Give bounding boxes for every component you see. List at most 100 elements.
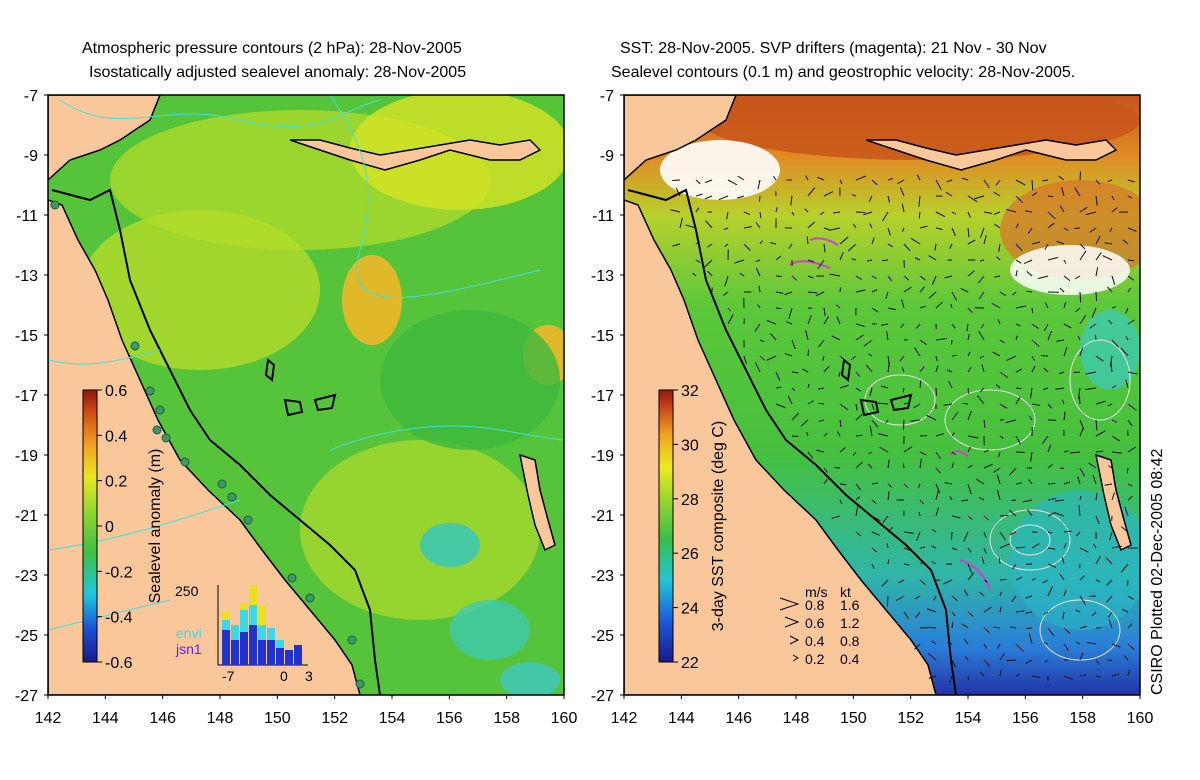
velocity-arrow — [1047, 627, 1055, 637]
velocity-arrow — [836, 316, 841, 325]
velocity-arrow — [672, 243, 681, 247]
left-lon-label: 154 — [379, 710, 406, 727]
left-lon-label: 150 — [264, 710, 291, 727]
velocity-arrow — [983, 419, 986, 428]
velocity-arrow — [997, 451, 1001, 458]
velocity-arrow — [755, 259, 761, 263]
velocity-arrow — [951, 354, 957, 357]
velocity-arrow — [722, 291, 729, 296]
velocity-arrow — [823, 307, 826, 316]
velocity-arrow — [1063, 346, 1068, 357]
velocity-arrow — [1107, 403, 1113, 407]
velocity-arrow — [1107, 465, 1113, 469]
velocity-arrow — [1104, 483, 1113, 486]
velocity-arrow — [999, 435, 1004, 439]
velocity-arrow — [868, 353, 873, 357]
velocity-arrow — [855, 334, 864, 341]
velocity-arrow — [1122, 239, 1129, 245]
velocity-arrow — [996, 474, 1001, 485]
velocity-arrow — [951, 323, 956, 329]
velocity-arrow — [817, 259, 825, 270]
velocity-arrow — [816, 449, 825, 453]
velocity-arrow — [807, 349, 810, 357]
velocity-arrow — [718, 195, 729, 201]
right-title-line1: SST: 28-Nov-2005. SVP drifters (magenta)… — [620, 40, 1047, 57]
velocity-arrow — [871, 515, 881, 522]
velocity-arrow — [887, 243, 893, 248]
velocity-arrow — [1031, 241, 1041, 245]
velocity-arrow — [1127, 595, 1134, 600]
left-lat-label: -23 — [15, 568, 38, 585]
velocity-arrow — [1127, 623, 1133, 629]
velocity-arrow — [1127, 371, 1138, 375]
velocity-arrow — [1047, 563, 1057, 568]
velocity-arrow — [1015, 368, 1023, 373]
velocity-arrow — [1028, 633, 1033, 645]
velocity-arrow — [1111, 385, 1117, 389]
velocity-arrow — [981, 364, 985, 373]
velocity-arrow — [895, 595, 905, 602]
velocity-arrow — [1111, 207, 1118, 213]
velocity-arrow — [855, 371, 861, 378]
velocity-arrow — [1095, 419, 1098, 431]
velocity-arrow — [1058, 175, 1065, 181]
velocity-arrow — [997, 318, 1001, 325]
velocity-arrow — [1041, 435, 1049, 445]
velocity-arrow — [868, 451, 873, 455]
velocity-arrow — [791, 412, 800, 421]
velocity-arrow — [914, 347, 921, 357]
velocity-arrow — [786, 321, 793, 325]
velocity-arrow — [1127, 227, 1137, 232]
velocity-arrow — [1106, 579, 1113, 586]
velocity-arrow — [903, 338, 909, 341]
velocity-arrow — [979, 355, 985, 359]
velocity-arrow — [993, 191, 1001, 197]
velocity-arrow — [887, 178, 894, 181]
velocity-arrow — [949, 496, 953, 501]
velocity-arrow — [1047, 403, 1053, 409]
velocity-arrow — [818, 339, 825, 348]
velocity-arrow — [1089, 323, 1097, 329]
velocity-arrow — [1047, 211, 1056, 220]
velocity-arrow — [791, 371, 799, 374]
velocity-arrow — [1075, 609, 1081, 613]
velocity-arrow — [851, 194, 857, 197]
velocity-arrow — [932, 595, 937, 601]
velocity-arrow — [1079, 595, 1087, 606]
velocity-arrow — [1095, 235, 1101, 245]
velocity-arrow — [695, 207, 700, 213]
velocity-arrow — [945, 191, 953, 197]
velocity-arrow — [1061, 399, 1065, 405]
velocity-arrow — [805, 175, 809, 181]
velocity-arrow — [900, 323, 905, 328]
velocity-arrow — [967, 307, 973, 313]
velocity-arrow — [1063, 530, 1072, 533]
velocity-arrow — [788, 243, 793, 249]
velocity-key-kt-0: 1.6 — [840, 597, 860, 613]
velocity-arrow — [1022, 499, 1033, 503]
velocity-arrow — [815, 291, 825, 297]
velocity-arrow — [807, 291, 818, 294]
right-lat-label: -9 — [600, 148, 614, 165]
velocity-arrow — [775, 307, 782, 310]
velocity-arrow — [882, 515, 889, 524]
velocity-arrow — [935, 507, 940, 517]
tide-gauge-markers — [50, 200, 365, 689]
velocity-arrow — [739, 272, 745, 277]
right-lat-label: -27 — [591, 688, 614, 705]
velocity-arrow — [919, 365, 926, 373]
velocity-arrow — [1079, 495, 1082, 501]
velocity-arrow — [1127, 643, 1135, 651]
velocity-arrow — [871, 275, 877, 279]
velocity-arrow — [818, 402, 825, 405]
velocity-arrow — [1078, 396, 1081, 405]
velocity-arrow — [1025, 659, 1033, 664]
histogram-x-label-mid: 0 — [280, 668, 288, 684]
velocity-arrow — [1015, 259, 1022, 264]
velocity-arrow — [946, 179, 953, 183]
velocity-arrow — [743, 226, 752, 229]
velocity-arrow — [935, 483, 941, 494]
right-colorbar-tick-label: 30 — [681, 437, 699, 454]
velocity-arrow — [1127, 319, 1135, 325]
